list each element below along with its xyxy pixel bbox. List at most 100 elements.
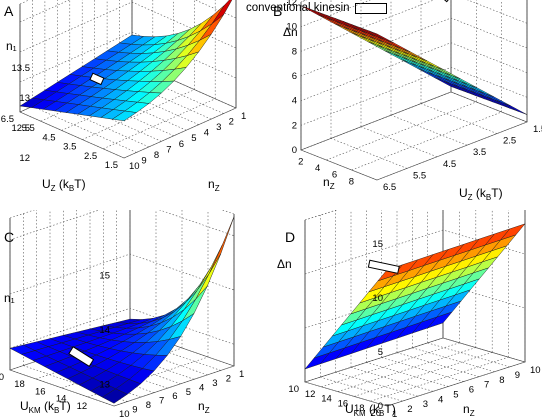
x-tick-label: 20 [370,408,381,419]
x-tick-label: 5.5 [22,123,35,134]
z-tick-label: 13 [19,93,30,104]
z-axis-label-a: n₁ [6,39,17,53]
z-gridline [300,42,528,101]
y-tick-label: 8 [154,150,159,161]
x-tick-label: 14 [321,394,332,405]
floor-gridline [396,352,480,377]
panel-letter-b: B [273,3,282,19]
y-tick-label: 2 [226,373,231,384]
legend-label: conventional kinesin [246,2,350,14]
floor-gridline [300,91,452,151]
floor-gridline [19,111,125,159]
x-tick-label: 1.5 [533,124,542,135]
y-tick-label: 4 [204,128,209,139]
x-tick-label: 16 [338,398,349,409]
x-axis-label-b: UZ (kBT) [459,186,503,202]
y-tick-label: 2 [229,117,234,128]
x-tick-label: 16 [35,386,46,397]
x-tick-label: 6.5 [383,182,396,193]
tick-labels-a: 12 12.5 13 13.5 1.5 2.5 3.5 4.5 5.5 6.5 109 87 65 432… [1,63,247,172]
x-tick-label: 20 [0,372,4,383]
surface-d [304,223,526,370]
floor-gridline [103,98,216,150]
y-tick-label: 10 [119,409,130,420]
z-tick-label: 13 [99,379,110,390]
floor-gridline [9,369,115,407]
y-tick-label: 7 [159,396,164,407]
x-tick-label: 18 [14,379,25,390]
z-gridline [19,0,237,23]
floor-gridline [304,381,388,407]
z-gridline [300,17,528,77]
floor-gridline [420,103,498,134]
y-tick-label: 1 [239,369,244,380]
y-axis-label-a: nZ [208,177,220,193]
y-tick-label: 1 [241,111,246,122]
conventional-kinesin-marker [436,0,452,3]
surface-c [9,216,235,404]
y-tick-label: 1 [392,409,397,420]
y-tick-label: 3 [216,122,221,133]
x-tick-label: 12 [77,401,88,412]
z-tick-label: 6 [292,71,297,82]
x-tick-label: 2.5 [84,151,97,162]
floor-gridline [113,365,235,407]
floor-gridline [427,342,510,368]
y-tick-label: 5 [453,389,458,400]
y-tick-label: 4 [438,394,443,405]
y-tick-label: 6 [332,170,337,181]
floor-gridline [335,371,418,397]
x-tick-label: 5.5 [413,170,426,181]
x-tick-label: 14 [56,394,67,405]
floor-gridline [381,357,464,382]
x-tick-label: 1.5 [105,160,118,171]
x-tick-label: 3.5 [473,147,486,158]
surface-cell [211,0,233,24]
x-axis-label-d: UKM (kBT) [345,402,396,418]
floor-gridline [330,138,408,169]
x-tick-label: 2.5 [503,136,516,147]
y-tick-label: 6 [469,385,474,396]
surface-cell [501,102,528,115]
y-tick-label: 6 [179,139,184,150]
z-tick-label: 2 [292,120,297,131]
x-tick-label: 18 [354,403,365,414]
y-tick-label: 9 [515,370,520,381]
surface-cell [208,216,235,274]
z-tick-label: 8 [292,46,297,57]
wall-top [19,0,30,5]
floor-gridline [32,106,137,153]
surface-cell [195,253,221,300]
z-gridline [300,0,528,52]
x-tick-label: 4.5 [443,159,456,170]
y-tick-label: 3 [423,399,428,410]
conventional-kinesin-marker [89,72,105,86]
surface-cell [101,388,128,404]
x-tick-label: 6.5 [1,114,14,125]
wall-top [304,210,338,221]
z-gridline [19,31,237,83]
y-tick-label: 5 [186,387,191,398]
z-tick-label: 13.5 [12,63,31,74]
y-tick-label: 6 [172,391,177,402]
surface-cell [368,30,394,44]
y-tick-label: 7 [166,144,171,155]
z-gridline [9,210,235,240]
z-tick-label: 15 [372,239,383,250]
y-tick-label: 4 [315,163,320,174]
y-tick-label: 5 [191,133,196,144]
x-tick-label: 10 [288,384,299,395]
x-tick-label: 12 [305,389,316,400]
y-tick-label: 9 [141,155,146,166]
panel-letter-d: D [285,229,295,245]
y-axis-label-d: nZ [463,402,475,418]
z-tick-label: 10 [372,293,383,304]
z-gridline [9,253,235,295]
floor-gridline [366,362,449,387]
